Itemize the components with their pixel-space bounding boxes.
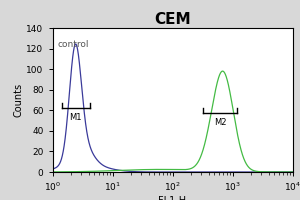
Title: CEM: CEM: [154, 12, 191, 27]
Text: control: control: [57, 40, 89, 49]
Y-axis label: Counts: Counts: [14, 83, 23, 117]
Text: M2: M2: [214, 118, 226, 127]
X-axis label: FL1-H: FL1-H: [158, 196, 187, 200]
Text: M1: M1: [69, 113, 82, 122]
